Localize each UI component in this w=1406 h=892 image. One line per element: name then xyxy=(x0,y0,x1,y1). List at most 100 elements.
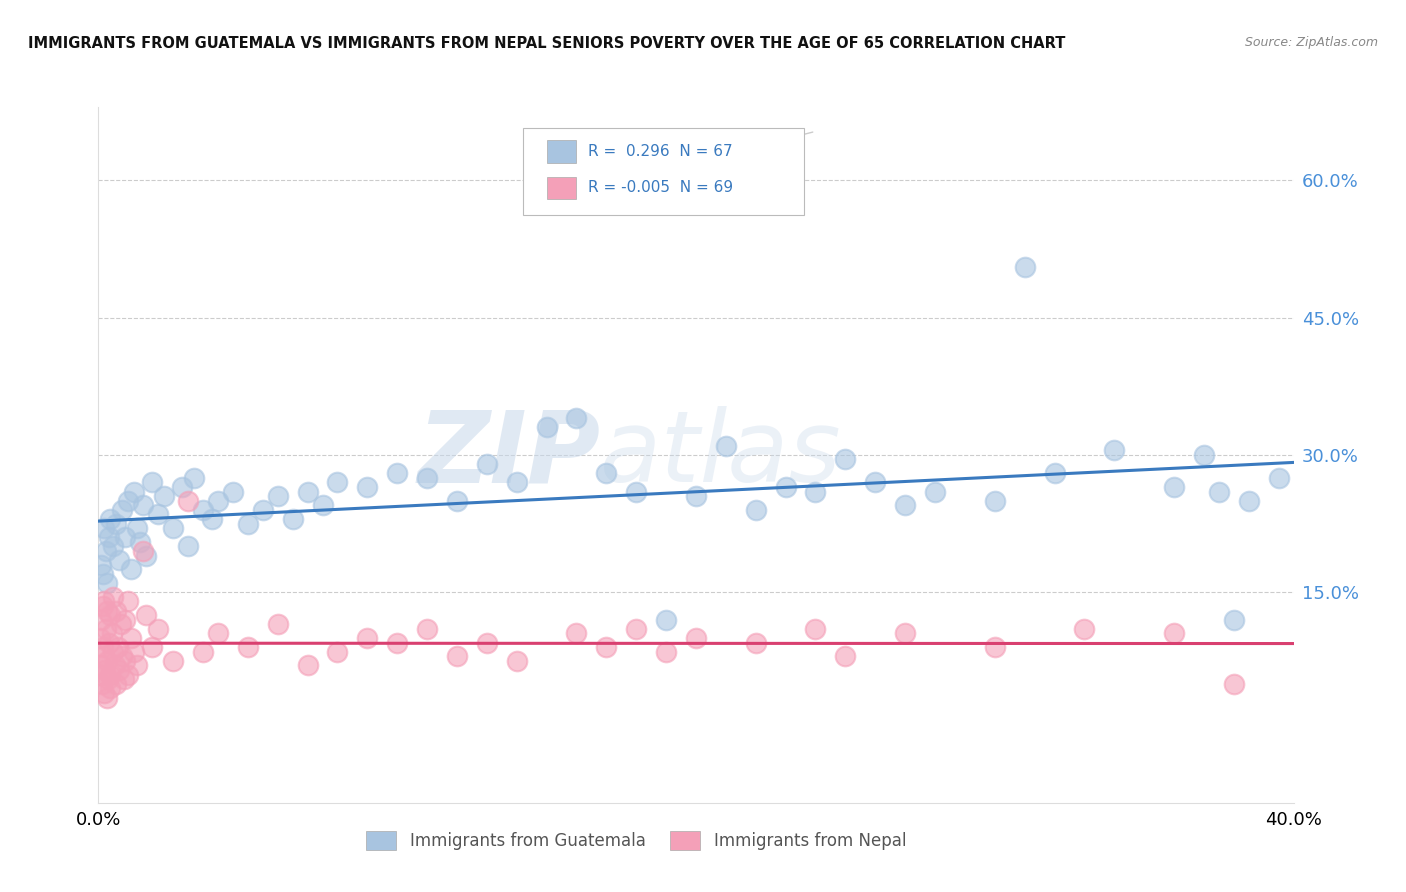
Point xyxy=(267,489,290,503)
Point xyxy=(108,553,131,567)
Point xyxy=(207,493,229,508)
Point xyxy=(120,562,142,576)
Point xyxy=(90,613,112,627)
Point xyxy=(148,622,170,636)
Point xyxy=(117,493,139,508)
Point xyxy=(894,626,917,640)
Point xyxy=(655,613,678,627)
Point xyxy=(127,521,149,535)
Point xyxy=(132,544,155,558)
Point xyxy=(117,594,139,608)
Point xyxy=(90,658,112,673)
Point xyxy=(93,594,115,608)
Point xyxy=(162,521,184,535)
Point xyxy=(506,654,529,668)
Point xyxy=(191,503,214,517)
Point xyxy=(236,640,259,655)
Point xyxy=(90,667,112,681)
Point xyxy=(104,658,127,673)
Point xyxy=(536,420,558,434)
Point xyxy=(103,590,125,604)
Point xyxy=(132,498,155,512)
Point xyxy=(91,599,114,613)
Text: IMMIGRANTS FROM GUATEMALA VS IMMIGRANTS FROM NEPAL SENIORS POVERTY OVER THE AGE : IMMIGRANTS FROM GUATEMALA VS IMMIGRANTS … xyxy=(28,36,1066,51)
Point xyxy=(565,411,588,425)
Point xyxy=(416,471,439,485)
Point xyxy=(281,512,304,526)
Point xyxy=(141,475,163,490)
Point xyxy=(114,613,136,627)
Point xyxy=(385,467,409,481)
Point xyxy=(105,603,128,617)
Point xyxy=(105,677,128,691)
Point xyxy=(984,493,1007,508)
Point xyxy=(105,516,128,531)
Point xyxy=(112,672,135,686)
Point xyxy=(745,635,768,649)
Point xyxy=(93,521,115,535)
Point xyxy=(385,635,409,649)
Point xyxy=(94,622,117,636)
Point xyxy=(565,626,588,640)
Point xyxy=(297,658,319,673)
Point xyxy=(90,558,112,572)
Point xyxy=(124,484,146,499)
Point xyxy=(103,540,125,554)
Point xyxy=(97,635,120,649)
Point xyxy=(91,566,114,581)
Text: R = -0.005  N = 69: R = -0.005 N = 69 xyxy=(589,180,734,195)
Point xyxy=(120,631,142,645)
Point xyxy=(98,681,121,696)
Point xyxy=(93,649,115,664)
Point xyxy=(111,649,134,664)
Point xyxy=(626,622,648,636)
Point xyxy=(98,667,122,681)
Point xyxy=(111,503,134,517)
Point xyxy=(252,503,274,517)
Point xyxy=(1192,448,1215,462)
Point xyxy=(865,475,887,490)
Point xyxy=(148,508,170,522)
Point xyxy=(153,489,176,503)
Point xyxy=(162,654,184,668)
Point xyxy=(201,512,224,526)
Bar xyxy=(547,177,576,199)
Point xyxy=(1223,613,1246,627)
Point xyxy=(1237,493,1260,508)
Point xyxy=(326,645,349,659)
Point xyxy=(626,484,648,499)
Point xyxy=(191,645,214,659)
Point xyxy=(326,475,349,490)
Point xyxy=(177,540,200,554)
Point xyxy=(117,667,139,681)
Point xyxy=(103,645,125,659)
Point xyxy=(97,530,120,544)
Point xyxy=(97,672,120,686)
Point xyxy=(475,457,498,471)
Point xyxy=(446,493,468,508)
Point xyxy=(595,640,617,655)
Point xyxy=(207,626,229,640)
Point xyxy=(506,475,529,490)
Point xyxy=(89,631,111,645)
Point xyxy=(98,608,122,623)
Point xyxy=(1267,471,1289,485)
Point xyxy=(984,640,1007,655)
Point xyxy=(236,516,259,531)
FancyBboxPatch shape xyxy=(523,128,804,215)
Point xyxy=(834,649,856,664)
Point xyxy=(135,549,157,563)
Point xyxy=(96,654,118,668)
Legend: Immigrants from Guatemala, Immigrants from Nepal: Immigrants from Guatemala, Immigrants fr… xyxy=(360,824,912,857)
Point xyxy=(924,484,946,499)
Point xyxy=(1073,622,1095,636)
Point xyxy=(685,631,707,645)
Point xyxy=(177,493,200,508)
Point xyxy=(91,677,114,691)
Point xyxy=(1163,626,1185,640)
Text: R =  0.296  N = 67: R = 0.296 N = 67 xyxy=(589,145,733,159)
Point xyxy=(124,645,146,659)
Point xyxy=(446,649,468,664)
Point xyxy=(297,484,319,499)
Point xyxy=(894,498,917,512)
